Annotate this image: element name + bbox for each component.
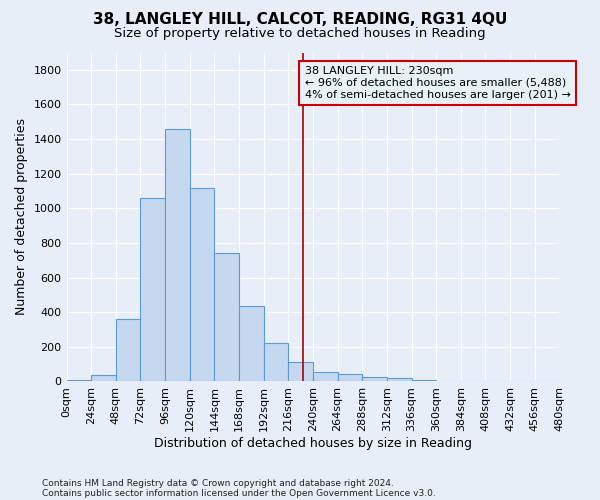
Bar xyxy=(387,378,412,382)
Bar xyxy=(436,380,461,382)
Bar xyxy=(91,376,116,382)
X-axis label: Distribution of detached houses by size in Reading: Distribution of detached houses by size … xyxy=(154,437,472,450)
Bar xyxy=(116,319,140,382)
Bar xyxy=(67,380,91,382)
Text: 38 LANGLEY HILL: 230sqm
← 96% of detached houses are smaller (5,488)
4% of semi-: 38 LANGLEY HILL: 230sqm ← 96% of detache… xyxy=(305,66,571,100)
Bar xyxy=(239,306,263,382)
Bar xyxy=(338,374,362,382)
Bar xyxy=(289,362,313,382)
Text: Contains public sector information licensed under the Open Government Licence v3: Contains public sector information licen… xyxy=(42,488,436,498)
Bar xyxy=(165,128,190,382)
Bar xyxy=(362,376,387,382)
Text: Contains HM Land Registry data © Crown copyright and database right 2024.: Contains HM Land Registry data © Crown c… xyxy=(42,478,394,488)
Bar xyxy=(263,342,289,382)
Text: Size of property relative to detached houses in Reading: Size of property relative to detached ho… xyxy=(114,28,486,40)
Text: 38, LANGLEY HILL, CALCOT, READING, RG31 4QU: 38, LANGLEY HILL, CALCOT, READING, RG31 … xyxy=(93,12,507,28)
Bar xyxy=(140,198,165,382)
Bar xyxy=(190,188,214,382)
Bar xyxy=(313,372,338,382)
Y-axis label: Number of detached properties: Number of detached properties xyxy=(15,118,28,316)
Bar xyxy=(412,380,436,382)
Bar xyxy=(214,254,239,382)
